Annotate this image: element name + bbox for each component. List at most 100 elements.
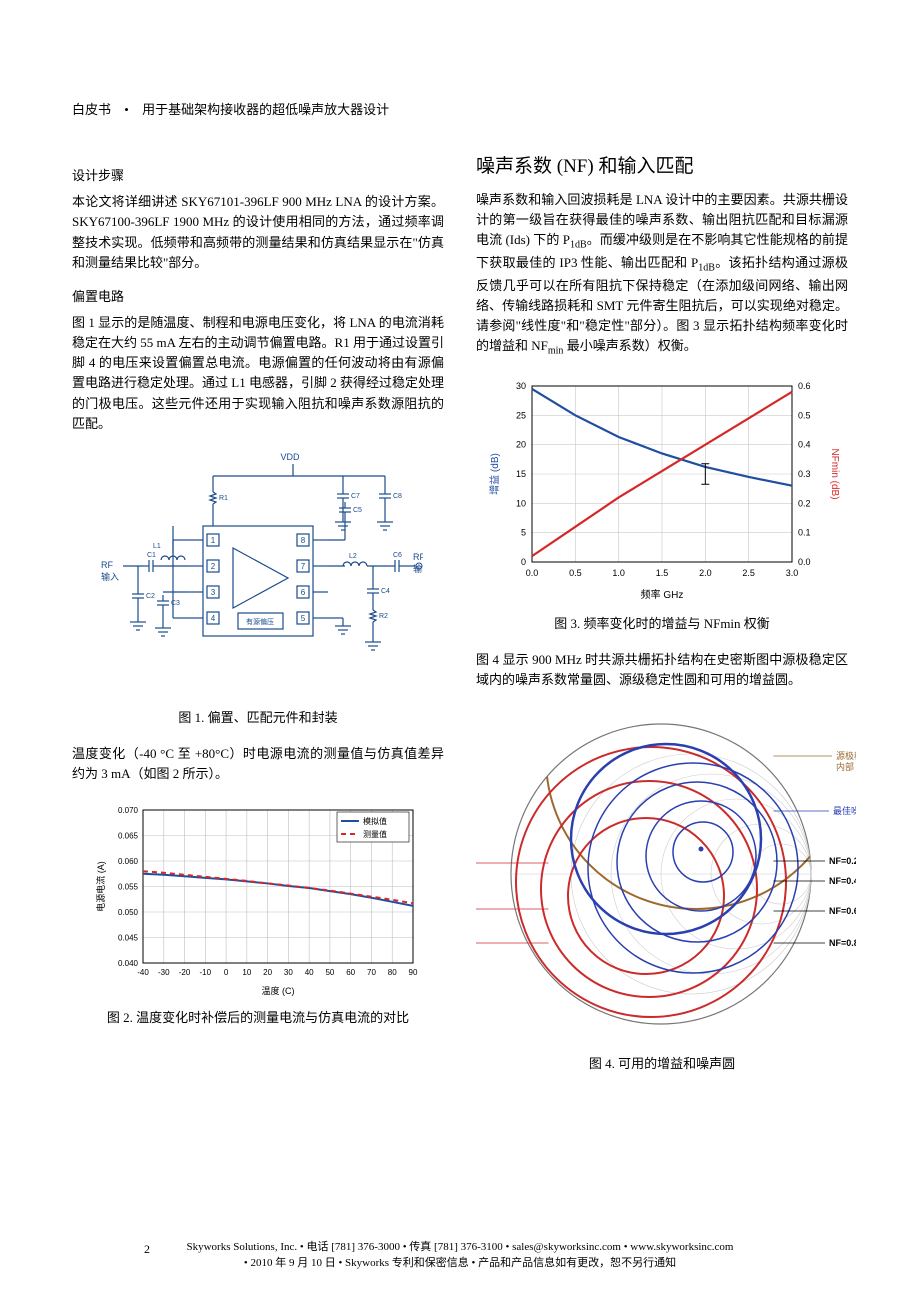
svg-text:L1: L1 — [153, 543, 161, 550]
svg-text:70: 70 — [367, 968, 376, 977]
svg-text:0.065: 0.065 — [118, 832, 139, 841]
svg-text:0.040: 0.040 — [118, 959, 139, 968]
sub-1db-2: 1dB — [698, 263, 715, 274]
page-header: 白皮书 • 用于基础架构接收器的超低噪声放大器设计 — [72, 100, 848, 120]
svg-text:模拟值: 模拟值 — [363, 816, 387, 826]
footer: 2 Skyworks Solutions, Inc. • 电话 [781] 37… — [72, 1240, 848, 1271]
header-label: 白皮书 — [72, 102, 111, 117]
svg-text:7: 7 — [301, 562, 306, 571]
svg-text:测量值: 测量值 — [363, 829, 387, 839]
page-number: 2 — [144, 1240, 150, 1259]
svg-text:60: 60 — [346, 968, 355, 977]
svg-text:0.4: 0.4 — [798, 439, 811, 449]
svg-text:C6: C6 — [393, 552, 402, 559]
para-intro: 本论文将详细讲述 SKY67101-396LF 900 MHz LNA 的设计方… — [72, 192, 444, 273]
svg-text:0.3: 0.3 — [798, 469, 811, 479]
para-temp: 温度变化（-40 °C 至 +80°C）时电源电流的测量值与仿真值差异约为 3 … — [72, 744, 444, 784]
svg-text:20: 20 — [516, 439, 526, 449]
svg-text:L2: L2 — [349, 553, 357, 560]
svg-text:C7: C7 — [351, 493, 360, 500]
svg-text:1.5: 1.5 — [656, 568, 669, 578]
figure-1-caption: 图 1. 偏置、匹配元件和封装 — [72, 708, 444, 728]
gain-nf-chart-svg: 0.00.51.01.52.02.53.00510152025300.00.10… — [482, 374, 842, 604]
svg-text:3.0: 3.0 — [786, 568, 799, 578]
smith-chart-svg: 源极稳定区域内部最佳噪声系数NF=0.2 dBNF=0.4 dBNF=0.6 d… — [476, 704, 856, 1044]
svg-text:0.045: 0.045 — [118, 934, 139, 943]
svg-text:C5: C5 — [353, 507, 362, 514]
svg-text:0.050: 0.050 — [118, 908, 139, 917]
svg-text:内部: 内部 — [836, 761, 854, 772]
footer-line-1: Skyworks Solutions, Inc. • 电话 [781] 376-… — [72, 1240, 848, 1255]
svg-text:2.5: 2.5 — [742, 568, 755, 578]
para-nf: 噪声系数和输入回波损耗是 LNA 设计中的主要因素。共源共栅设计的第一级旨在获得… — [476, 190, 848, 360]
svg-text:NF=0.8 dB: NF=0.8 dB — [829, 938, 856, 948]
svg-text:0.5: 0.5 — [798, 410, 811, 420]
svg-text:NF=0.4 dB: NF=0.4 dB — [829, 876, 856, 886]
svg-text:增益 (dB): 增益 (dB) — [488, 453, 501, 495]
svg-text:0.0: 0.0 — [798, 557, 811, 567]
svg-text:4: 4 — [211, 614, 216, 623]
svg-text:0.060: 0.060 — [118, 857, 139, 866]
svg-text:最佳噪声系数: 最佳噪声系数 — [833, 805, 856, 816]
svg-text:0: 0 — [224, 968, 229, 977]
figure-4-caption: 图 4. 可用的增益和噪声圆 — [476, 1054, 848, 1074]
figure-1: VDDR1C7C812348765有源偏压RF输入C1C2L1C3L2C6RF输… — [72, 448, 444, 698]
svg-text:-40: -40 — [137, 968, 149, 977]
svg-text:20: 20 — [263, 968, 272, 977]
svg-text:0.055: 0.055 — [118, 883, 139, 892]
svg-text:30: 30 — [284, 968, 293, 977]
para-bias: 图 1 显示的是随温度、制程和电源电压变化，将 LNA 的电流消耗稳定在大约 5… — [72, 313, 444, 434]
figure-3-caption: 图 3. 频率变化时的增益与 NFmin 权衡 — [476, 614, 848, 634]
svg-text:R2: R2 — [379, 613, 388, 620]
content-columns: 设计步骤 本论文将详细讲述 SKY67101-396LF 900 MHz LNA… — [72, 152, 848, 1090]
svg-text:0.2: 0.2 — [798, 498, 811, 508]
svg-text:0.5: 0.5 — [569, 568, 582, 578]
svg-text:80: 80 — [388, 968, 397, 977]
svg-text:频率 GHz: 频率 GHz — [641, 588, 684, 601]
para-nf-d: 最小噪声系数）权衡。 — [563, 338, 696, 353]
svg-text:C8: C8 — [393, 493, 402, 500]
figure-2: -40-30-20-1001020304050607080900.0400.04… — [72, 798, 444, 998]
svg-text:30: 30 — [516, 381, 526, 391]
figure-4: 源极稳定区域内部最佳噪声系数NF=0.2 dBNF=0.4 dBNF=0.6 d… — [476, 704, 848, 1044]
svg-text:25: 25 — [516, 410, 526, 420]
right-column: 噪声系数 (NF) 和输入匹配 噪声系数和输入回波损耗是 LNA 设计中的主要因… — [476, 152, 848, 1090]
svg-text:5: 5 — [521, 527, 526, 537]
footer-line-2: • 2010 年 9 月 10 日 • Skyworks 专利和保密信息 • 产… — [72, 1256, 848, 1271]
svg-text:90: 90 — [409, 968, 418, 977]
svg-text:NFmin (dB): NFmin (dB) — [829, 448, 840, 499]
svg-text:C2: C2 — [146, 593, 155, 600]
heading-design-steps: 设计步骤 — [72, 166, 444, 186]
svg-text:0.0: 0.0 — [526, 568, 539, 578]
svg-text:6: 6 — [301, 588, 306, 597]
svg-text:8: 8 — [301, 536, 306, 545]
sub-1db-1: 1dB — [570, 239, 587, 250]
svg-text:15: 15 — [516, 469, 526, 479]
svg-text:50: 50 — [325, 968, 334, 977]
svg-text:10: 10 — [516, 498, 526, 508]
svg-text:电源电流 (A): 电源电流 (A) — [95, 861, 106, 912]
svg-text:2.0: 2.0 — [699, 568, 712, 578]
svg-text:输入: 输入 — [101, 571, 119, 582]
svg-text:1.0: 1.0 — [612, 568, 625, 578]
header-title: 用于基础架构接收器的超低噪声放大器设计 — [142, 102, 389, 117]
svg-text:源极稳定区域: 源极稳定区域 — [836, 750, 856, 761]
svg-text:1: 1 — [211, 536, 216, 545]
svg-text:NF=0.6 dB: NF=0.6 dB — [829, 906, 856, 916]
schematic-svg: VDDR1C7C812348765有源偏压RF输入C1C2L1C3L2C6RF输… — [93, 448, 423, 698]
svg-text:RF: RF — [413, 552, 423, 562]
svg-text:3: 3 — [211, 588, 216, 597]
svg-text:-20: -20 — [179, 968, 191, 977]
svg-text:温度 (C): 温度 (C) — [262, 985, 295, 996]
svg-text:VDD: VDD — [280, 452, 300, 462]
current-chart-svg: -40-30-20-1001020304050607080900.0400.04… — [88, 798, 428, 998]
figure-2-caption: 图 2. 温度变化时补偿后的测量电流与仿真电流的对比 — [72, 1008, 444, 1028]
svg-text:C4: C4 — [381, 588, 390, 595]
figure-3: 0.00.51.01.52.02.53.00510152025300.00.10… — [476, 374, 848, 604]
svg-text:C3: C3 — [171, 600, 180, 607]
svg-text:-10: -10 — [200, 968, 212, 977]
heading-nf: 噪声系数 (NF) 和输入匹配 — [476, 152, 848, 181]
svg-text:-30: -30 — [158, 968, 170, 977]
svg-text:0.070: 0.070 — [118, 806, 139, 815]
svg-text:0.1: 0.1 — [798, 527, 811, 537]
